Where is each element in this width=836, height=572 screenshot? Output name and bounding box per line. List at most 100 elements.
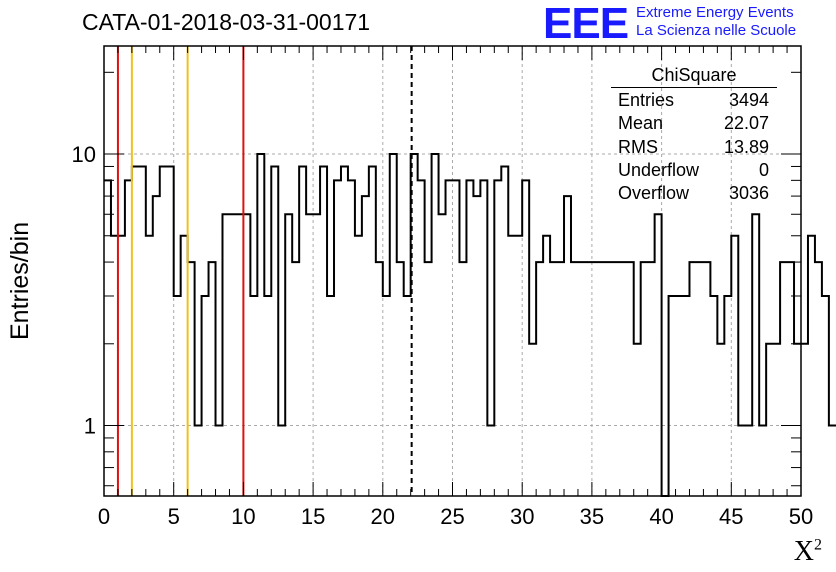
histogram-bin bbox=[508, 236, 515, 496]
histogram-bin bbox=[731, 236, 738, 496]
histogram-bin bbox=[209, 262, 216, 496]
histogram-bin bbox=[648, 262, 655, 496]
histogram-bin bbox=[369, 166, 376, 496]
histogram-bin bbox=[341, 166, 348, 496]
histogram-bin bbox=[480, 180, 487, 496]
vertical-markers bbox=[116, 46, 413, 496]
stats-box: ChiSquare Entries 3494 Mean 22.07 RMS 13.89 Un… bbox=[611, 65, 777, 205]
histogram-bin bbox=[404, 296, 411, 496]
histogram-bin bbox=[822, 296, 829, 496]
histogram-bin bbox=[613, 262, 620, 496]
histogram-bin bbox=[724, 296, 731, 496]
histogram-bin bbox=[216, 426, 223, 496]
histogram-bin bbox=[292, 262, 299, 496]
histogram-bin bbox=[125, 180, 132, 496]
histogram-bin bbox=[829, 426, 836, 496]
stats-row: Overflow 3036 bbox=[611, 182, 777, 205]
histogram-bin bbox=[683, 296, 690, 496]
histogram-bin bbox=[592, 262, 599, 496]
histogram-bin bbox=[264, 296, 271, 496]
eee-logo: EEE bbox=[543, 0, 629, 48]
histogram-bin bbox=[536, 262, 543, 496]
histogram-bin bbox=[787, 262, 794, 496]
histogram-bin bbox=[759, 426, 766, 496]
histogram-bin bbox=[564, 196, 571, 496]
histogram bbox=[104, 153, 836, 497]
histogram-bin bbox=[717, 344, 724, 496]
stats-row: Underflow 0 bbox=[611, 159, 777, 182]
stats-label: RMS bbox=[618, 136, 658, 157]
histogram-bin bbox=[313, 214, 320, 496]
histogram-bin bbox=[808, 236, 815, 496]
histogram-bin bbox=[418, 180, 425, 496]
histogram-bin bbox=[390, 154, 397, 496]
histogram-bin bbox=[522, 180, 529, 496]
histogram-bin bbox=[494, 180, 501, 496]
histogram-bin bbox=[146, 236, 153, 496]
histogram-bin bbox=[606, 262, 613, 496]
histogram-bin bbox=[376, 262, 383, 496]
stats-value: 13.89 bbox=[723, 136, 769, 157]
histogram-line bbox=[104, 153, 836, 497]
histogram-bin bbox=[362, 196, 369, 496]
histogram-bin bbox=[752, 214, 759, 496]
histogram-bin bbox=[243, 214, 250, 496]
logo-line-2: La Scienza nelle Scuole bbox=[636, 22, 797, 39]
histogram-bin bbox=[181, 236, 188, 496]
histogram-bin bbox=[696, 262, 703, 496]
histogram-bin bbox=[773, 344, 780, 496]
histogram-bin bbox=[229, 214, 236, 496]
stats-row: RMS 13.89 bbox=[611, 136, 777, 159]
histogram-bin bbox=[327, 296, 334, 496]
histogram-bin bbox=[466, 180, 473, 496]
histogram-bin bbox=[627, 262, 634, 496]
histogram-bin bbox=[236, 214, 243, 496]
histogram-bin bbox=[745, 426, 752, 496]
histogram-bin bbox=[578, 262, 585, 496]
axis-ticks bbox=[103, 46, 802, 496]
histogram-bin bbox=[543, 236, 550, 496]
plot-title: CATA-01-2018-03-31-00171 bbox=[82, 9, 371, 35]
histogram-bin bbox=[689, 262, 696, 496]
histogram-bin bbox=[306, 214, 313, 496]
stats-label: Mean bbox=[618, 113, 664, 134]
histogram-bin bbox=[174, 296, 181, 496]
histogram-bin bbox=[501, 166, 508, 496]
logo-caption: Extreme Energy Events La Scienza nelle S… bbox=[636, 4, 796, 40]
histogram-bin bbox=[738, 426, 745, 496]
stats-label: Overflow bbox=[618, 183, 690, 204]
histogram-bin bbox=[118, 236, 125, 496]
histogram-bin bbox=[641, 262, 648, 496]
histogram-bin bbox=[188, 262, 195, 496]
histogram-bin bbox=[153, 196, 160, 496]
histogram-bin bbox=[599, 262, 606, 496]
x-tick-label: 0 bbox=[98, 504, 110, 529]
histogram-bin bbox=[348, 180, 355, 496]
histogram-bin bbox=[473, 196, 480, 496]
stats-label: Underflow bbox=[618, 159, 700, 180]
logo-line-1: Extreme Energy Events bbox=[636, 4, 794, 21]
x-axis-label-sup: 2 bbox=[814, 536, 822, 554]
histogram-bin bbox=[453, 180, 460, 496]
histogram-bin bbox=[257, 154, 264, 496]
x-tick-label: 30 bbox=[510, 504, 534, 529]
histogram-bin bbox=[439, 214, 446, 496]
histogram-bin bbox=[620, 262, 627, 496]
histogram-bin bbox=[550, 262, 557, 496]
histogram-bin bbox=[397, 262, 404, 496]
histogram-bin bbox=[111, 236, 118, 496]
histogram-bin bbox=[195, 426, 202, 496]
histogram-bin bbox=[766, 344, 773, 496]
histogram-bin bbox=[355, 236, 362, 496]
histogram-bin bbox=[167, 166, 174, 496]
histogram-bin bbox=[383, 296, 390, 496]
histogram-bin bbox=[139, 166, 146, 496]
histogram-bin bbox=[446, 180, 453, 496]
stats-value: 3494 bbox=[728, 90, 769, 110]
x-tick-label: 40 bbox=[649, 504, 673, 529]
y-tick-label: 10 bbox=[72, 142, 96, 167]
histogram-bin bbox=[655, 214, 662, 496]
histogram-bin bbox=[285, 214, 292, 496]
y-axis-label: Entries/bin bbox=[6, 221, 34, 340]
